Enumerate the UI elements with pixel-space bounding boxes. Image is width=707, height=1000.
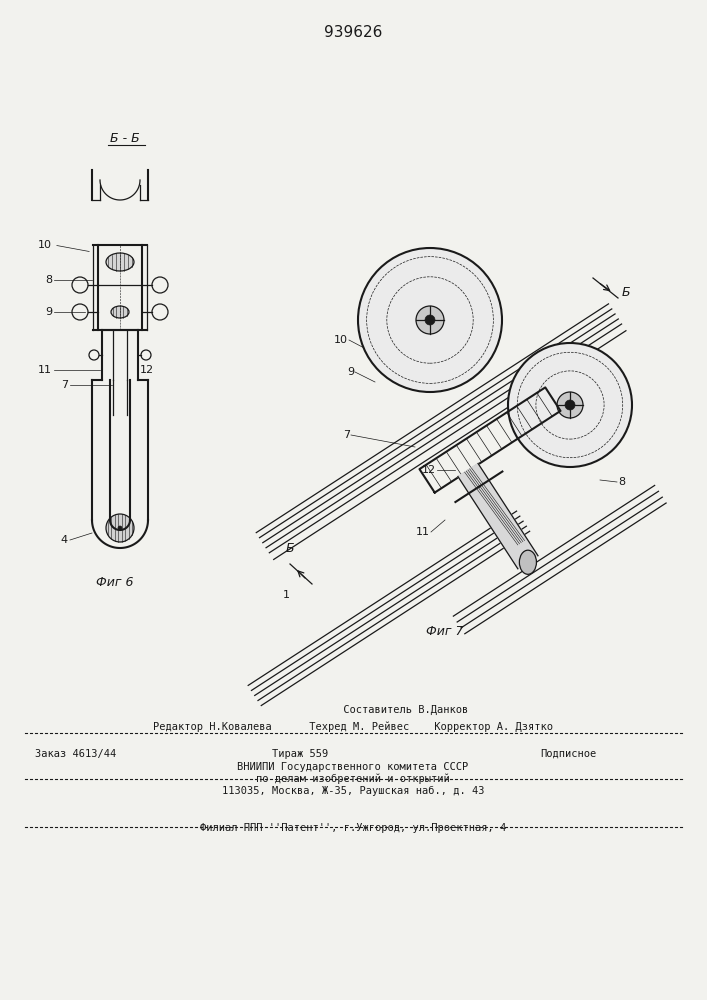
Text: 11: 11 — [38, 365, 52, 375]
Ellipse shape — [520, 550, 537, 574]
Circle shape — [425, 315, 435, 325]
Text: 10: 10 — [334, 335, 348, 345]
Bar — [98, 245, 142, 330]
Text: Заказ 4613/44: Заказ 4613/44 — [35, 749, 116, 759]
Circle shape — [106, 514, 134, 542]
Text: Фиг 7: Фиг 7 — [426, 625, 464, 638]
Text: 7: 7 — [61, 380, 68, 390]
Text: 4: 4 — [61, 535, 68, 545]
Text: 8: 8 — [45, 275, 52, 285]
Text: 9: 9 — [45, 307, 52, 317]
Text: 1: 1 — [283, 590, 290, 600]
Polygon shape — [458, 463, 538, 569]
Circle shape — [358, 248, 502, 392]
Circle shape — [416, 306, 444, 334]
Text: 12: 12 — [422, 465, 436, 475]
Text: Подписное: Подписное — [540, 749, 596, 759]
Text: ВНИИПИ Государственного комитета СССР: ВНИИПИ Государственного комитета СССР — [238, 762, 469, 772]
Text: 12: 12 — [140, 365, 154, 375]
Text: 939626: 939626 — [324, 25, 382, 40]
Text: 8: 8 — [618, 477, 625, 487]
Circle shape — [557, 392, 583, 418]
Text: 10: 10 — [38, 240, 52, 250]
Text: Б: Б — [286, 542, 294, 555]
Circle shape — [118, 526, 122, 530]
Text: Б: Б — [622, 286, 631, 300]
Text: Тираж 559: Тираж 559 — [272, 749, 328, 759]
Text: Б - Б: Б - Б — [110, 132, 140, 145]
Ellipse shape — [106, 253, 134, 271]
Ellipse shape — [111, 306, 129, 318]
Circle shape — [508, 343, 632, 467]
Text: 11: 11 — [416, 527, 430, 537]
Text: Составитель В.Данков: Составитель В.Данков — [238, 705, 469, 715]
Text: 9: 9 — [347, 367, 354, 377]
Text: Редактор Н.Ковалева      Техред М. Рейвес    Корректор А. Дзятко: Редактор Н.Ковалева Техред М. Рейвес Кор… — [153, 721, 553, 732]
Text: 113035, Москва, Ж-35, Раушская наб., д. 43: 113035, Москва, Ж-35, Раушская наб., д. … — [222, 786, 484, 796]
Text: Фиг 6: Фиг 6 — [96, 576, 134, 589]
Text: Филиал ППП ''Патент'', г.Ужгород, ул.Проектная, 4: Филиал ППП ''Патент'', г.Ужгород, ул.Про… — [200, 823, 506, 833]
Text: по делам изобретений и открытий: по делам изобретений и открытий — [256, 774, 450, 784]
Text: 7: 7 — [343, 430, 350, 440]
Circle shape — [565, 400, 575, 410]
